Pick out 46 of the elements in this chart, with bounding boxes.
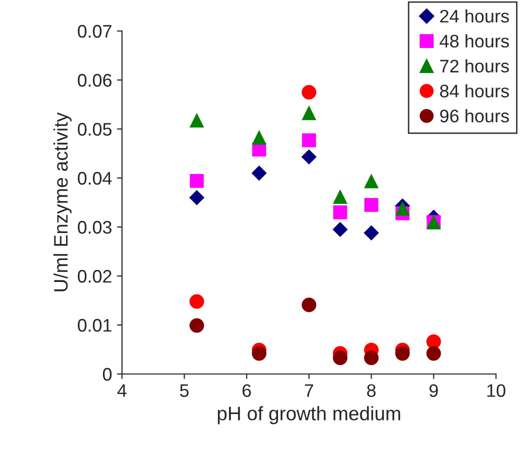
point [333, 205, 348, 220]
x-tick-label: 6 [242, 384, 251, 397]
legend-label: 96 hours [440, 109, 509, 122]
point [189, 190, 204, 206]
point [302, 84, 316, 100]
point [364, 225, 379, 240]
point [302, 298, 316, 312]
y-tick-label: 0.07 [78, 24, 112, 38]
point [252, 130, 266, 145]
point [364, 350, 379, 366]
point [302, 133, 316, 148]
x-tick-label: 9 [429, 384, 438, 397]
point [190, 112, 204, 128]
legend-label: 24 hours [440, 9, 509, 23]
x-tick-label: 7 [304, 384, 314, 397]
legend-label: 72 hours [440, 59, 509, 73]
y-tick-label: 0 [102, 368, 112, 381]
point [426, 346, 441, 361]
point [190, 174, 204, 188]
y-tick-label: 0.02 [78, 270, 112, 283]
x-tick-label: 4 [117, 384, 126, 397]
x-axis-title: pH of growth medium [218, 406, 400, 424]
point [332, 350, 348, 366]
point [252, 346, 266, 361]
point [190, 294, 204, 309]
x-tick-label: 8 [367, 384, 376, 397]
point [395, 201, 410, 216]
legend-label: 84 hours [440, 84, 509, 98]
y-tick-label: 0.04 [78, 172, 112, 185]
point [364, 174, 379, 188]
x-tick-label: 10 [487, 384, 506, 397]
point [364, 198, 378, 212]
y-tick-label: 0.06 [78, 74, 112, 87]
y-tick-label: 0.01 [78, 318, 112, 332]
point [332, 222, 348, 238]
point [301, 149, 317, 165]
point [302, 106, 316, 120]
point [332, 189, 348, 204]
y-tick-label: 0.03 [78, 220, 112, 234]
point [252, 165, 267, 181]
point [395, 346, 410, 361]
legend-label: 48 hours [440, 34, 509, 48]
y-axis-title: U/ml Enzyme activity [53, 112, 72, 292]
x-tick-label: 5 [180, 384, 189, 397]
y-tick-label: 0.05 [78, 122, 112, 136]
point [190, 318, 204, 333]
